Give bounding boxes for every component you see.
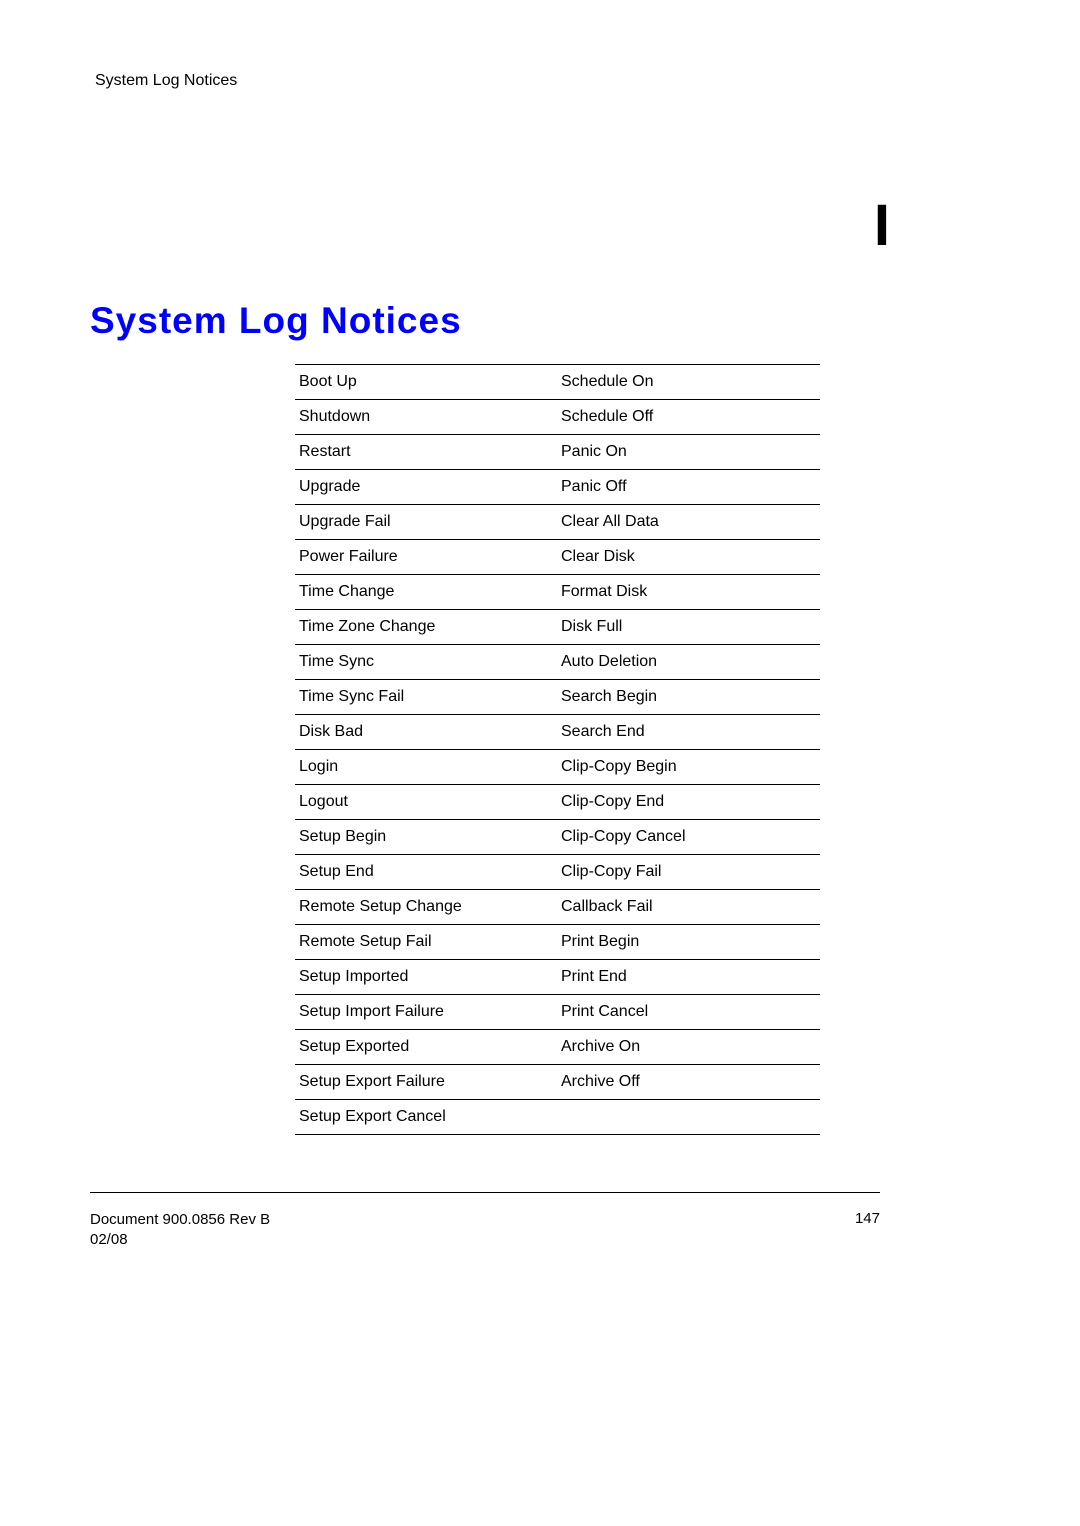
table-cell: Boot Up: [295, 373, 557, 391]
table-cell: Auto Deletion: [557, 653, 820, 671]
table-cell: Power Failure: [295, 548, 557, 566]
table-row: Setup Export Cancel: [295, 1099, 820, 1135]
table-cell: Clear Disk: [557, 548, 820, 566]
table-cell: Setup Export Cancel: [295, 1108, 557, 1126]
table-row: Login Clip-Copy Begin: [295, 749, 820, 784]
table-cell: Setup Import Failure: [295, 1003, 557, 1021]
table-cell: Search Begin: [557, 688, 820, 706]
table-cell: Clip-Copy Fail: [557, 863, 820, 881]
table-cell: Login: [295, 758, 557, 776]
table-cell: Remote Setup Change: [295, 898, 557, 916]
table-row: Setup End Clip-Copy Fail: [295, 854, 820, 889]
table-cell: Setup Export Failure: [295, 1073, 557, 1091]
table-cell: Print Begin: [557, 933, 820, 951]
table-row: Boot Up Schedule On: [295, 364, 820, 399]
table-cell: Time Sync: [295, 653, 557, 671]
footer-page-number: 147: [855, 1210, 880, 1227]
table-cell: Disk Full: [557, 618, 820, 636]
table-row: Remote Setup Change Callback Fail: [295, 889, 820, 924]
table-cell: Clear All Data: [557, 513, 820, 531]
table-row: Upgrade Fail Clear All Data: [295, 504, 820, 539]
table-cell: Time Change: [295, 583, 557, 601]
table-cell: Schedule Off: [557, 408, 820, 426]
table-cell: Print End: [557, 968, 820, 986]
table-cell: Remote Setup Fail: [295, 933, 557, 951]
table-row: Power Failure Clear Disk: [295, 539, 820, 574]
table-cell: Setup Begin: [295, 828, 557, 846]
table-row: Logout Clip-Copy End: [295, 784, 820, 819]
table-row: Time Sync Fail Search Begin: [295, 679, 820, 714]
table-cell: Search End: [557, 723, 820, 741]
table-row: Disk Bad Search End: [295, 714, 820, 749]
chapter-mark: I: [874, 192, 890, 259]
table-cell: Logout: [295, 793, 557, 811]
table-row: Time Change Format Disk: [295, 574, 820, 609]
table-cell: Upgrade Fail: [295, 513, 557, 531]
table-cell: Archive On: [557, 1038, 820, 1056]
table-cell: Clip-Copy End: [557, 793, 820, 811]
footer-doc-id: Document 900.0856 Rev B: [90, 1210, 270, 1230]
table-cell: Callback Fail: [557, 898, 820, 916]
table-cell: Setup Imported: [295, 968, 557, 986]
table-cell: Time Zone Change: [295, 618, 557, 636]
table-row: Restart Panic On: [295, 434, 820, 469]
table-row: Shutdown Schedule Off: [295, 399, 820, 434]
table-row: Setup Imported Print End: [295, 959, 820, 994]
table-cell: Disk Bad: [295, 723, 557, 741]
table-row: Time Sync Auto Deletion: [295, 644, 820, 679]
page-header: System Log Notices: [95, 72, 237, 90]
table-cell: Schedule On: [557, 373, 820, 391]
table-row: Setup Import Failure Print Cancel: [295, 994, 820, 1029]
table-cell: Archive Off: [557, 1073, 820, 1091]
footer-document-info: Document 900.0856 Rev B 02/08: [90, 1210, 270, 1249]
footer-date: 02/08: [90, 1230, 270, 1250]
table-cell: Print Cancel: [557, 1003, 820, 1021]
table-cell: Format Disk: [557, 583, 820, 601]
table-row: Time Zone Change Disk Full: [295, 609, 820, 644]
table-cell: Panic On: [557, 443, 820, 461]
table-cell: Clip-Copy Cancel: [557, 828, 820, 846]
table-cell: Clip-Copy Begin: [557, 758, 820, 776]
table-cell: Shutdown: [295, 408, 557, 426]
table-cell: Setup End: [295, 863, 557, 881]
table-cell: Time Sync Fail: [295, 688, 557, 706]
table-cell: Setup Exported: [295, 1038, 557, 1056]
table-row: Remote Setup Fail Print Begin: [295, 924, 820, 959]
log-notices-table: Boot Up Schedule On Shutdown Schedule Of…: [295, 364, 820, 1135]
table-cell: Restart: [295, 443, 557, 461]
table-row: Upgrade Panic Off: [295, 469, 820, 504]
footer-divider: [90, 1192, 880, 1193]
table-cell: Upgrade: [295, 478, 557, 496]
table-row: Setup Export Failure Archive Off: [295, 1064, 820, 1099]
table-cell: [557, 1108, 820, 1126]
table-cell: Panic Off: [557, 478, 820, 496]
table-row: Setup Exported Archive On: [295, 1029, 820, 1064]
table-row: Setup Begin Clip-Copy Cancel: [295, 819, 820, 854]
page-title: System Log Notices: [90, 300, 462, 342]
